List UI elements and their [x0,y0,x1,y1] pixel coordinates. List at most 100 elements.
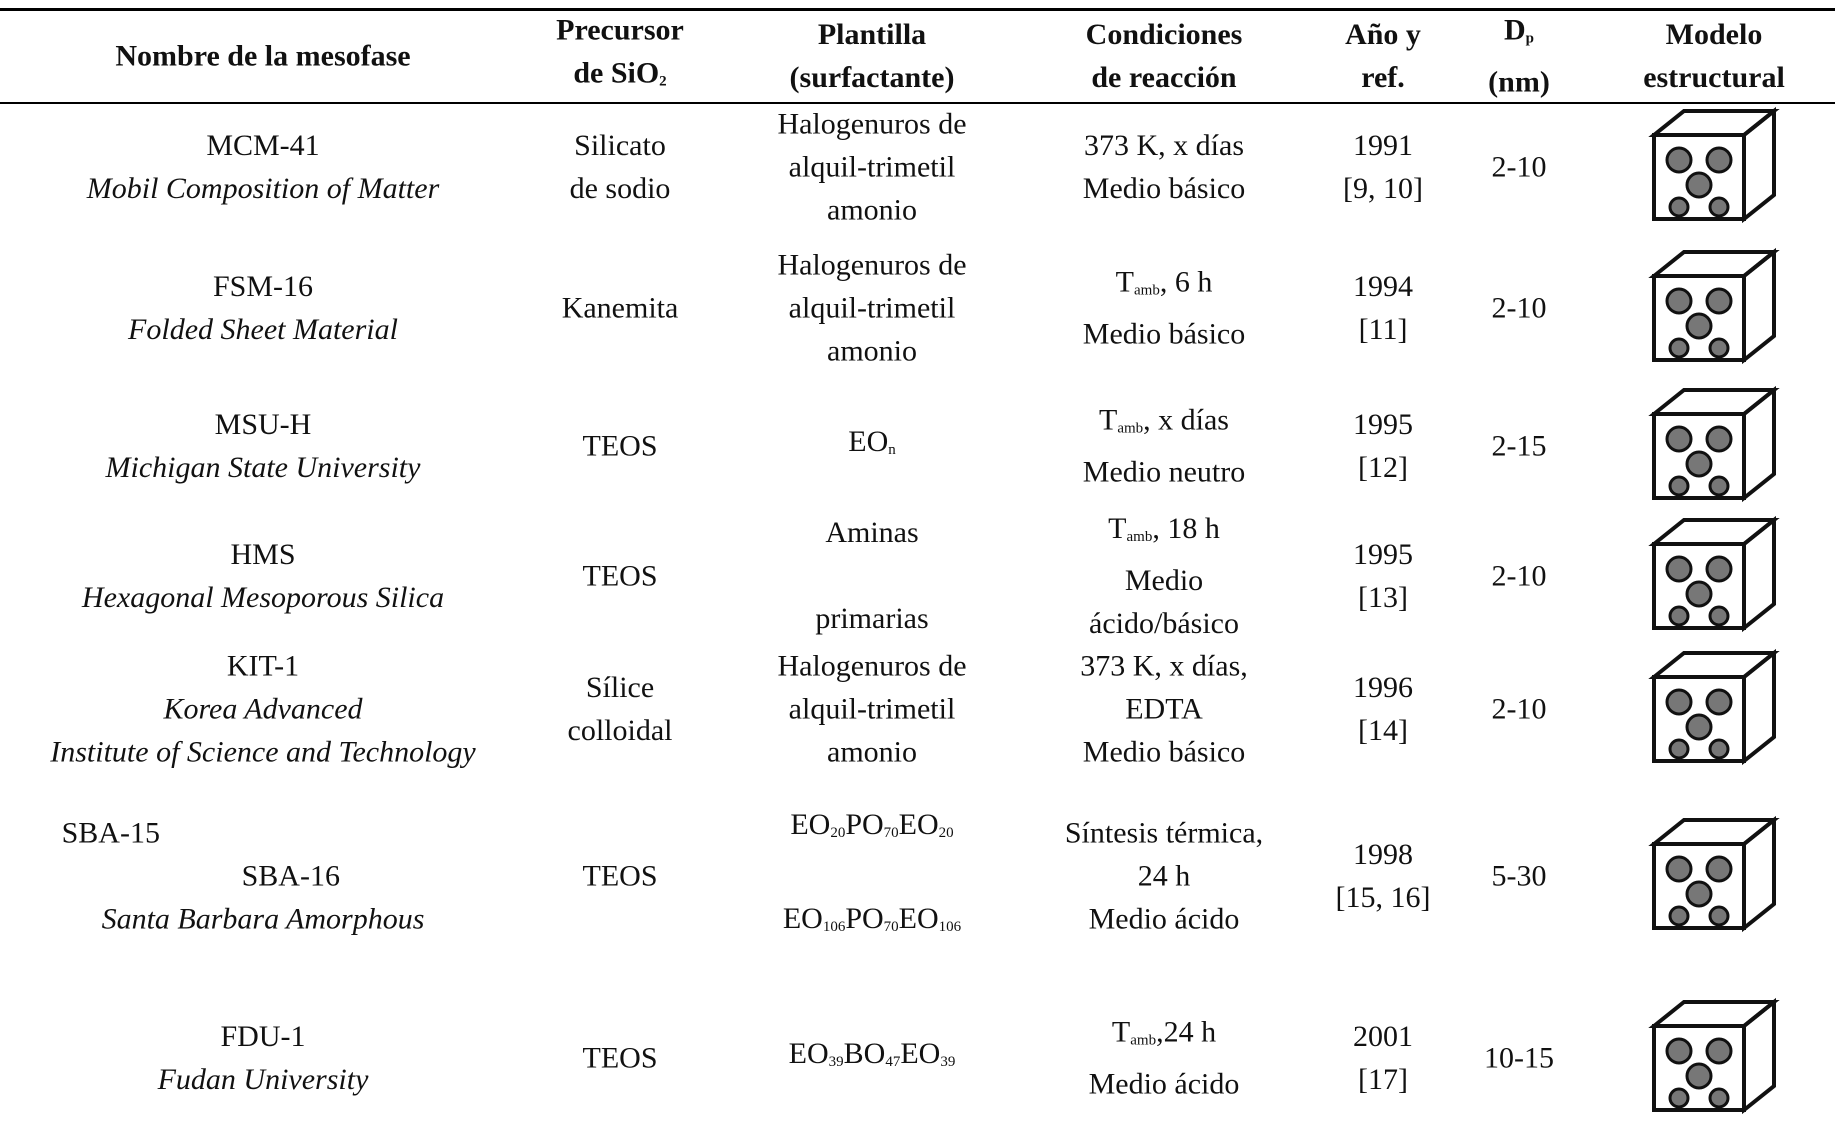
dp-cell: 2-10 [1492,146,1547,189]
cell-line: Nombre de la mesofase [115,35,410,78]
cell-line: Halogenuros de [777,103,966,146]
text-run: TEOS [582,859,658,893]
cell-line: 2-10 [1492,688,1547,731]
subscript: 106 [822,919,846,935]
text-run: Precursor [556,13,684,47]
text-run: de SiO [573,56,660,90]
cell-line: TEOS [583,555,658,598]
cell-line: de reacción [1086,56,1243,99]
template-cell: Halogenuros de alquil-trimetil amonio [777,645,966,774]
cell-line: 2-10 [1492,555,1547,598]
cell-line: [9, 10] [1343,167,1423,210]
text-run: de sodio [569,172,671,205]
year-cell: 1995 [13] [1353,533,1413,619]
text-run: Medio básico [1082,735,1246,769]
text-run: Santa Barbara Amorphous [101,902,425,936]
text-run: ref. [1361,61,1405,94]
text-run: Silicato [574,129,666,162]
cell-line: EO106PO70EO106 [783,876,961,970]
cell-line: Silicato [570,124,671,167]
text-run: Medio ácido [1088,902,1240,936]
cell-line: Halogenuros de [777,244,966,287]
text-run: Fudan University [157,1063,369,1096]
cell-line: Sílice [568,666,673,709]
cell-line: Aminas [815,490,928,576]
cell-line: colloidal [568,709,673,752]
structure-icon [1648,247,1780,365]
cell-line: 373 K, x días, [1080,645,1248,688]
structure-icon [1648,106,1780,224]
subscript: 20 [938,825,954,841]
text-run: Nombre de la mesofase [115,39,411,73]
header-cell: Condiciones de reacción [1086,13,1243,99]
mesophase-name: FSM-16 Folded Sheet Material [128,265,398,351]
text-run: Sílice [585,671,655,704]
cell-line: Medio básico [1083,313,1245,356]
cell-line: Institute of Science and Technology [50,731,475,774]
text-run: Mobil Composition of Matter [86,172,440,205]
text-run: 2-10 [1491,150,1547,184]
structure-icon [1648,997,1780,1115]
cell-line: Mobil Composition of Matter [87,167,440,210]
subscript: 70 [883,825,899,841]
text-run: 373 K, x días, [1080,649,1248,683]
header-cell: Año y ref. [1345,13,1421,99]
cell-line: 1994 [1353,265,1413,308]
cell-line: 1998 [1336,833,1431,876]
text-run: Modelo [1665,18,1763,51]
text-run: SBA-15 [61,816,160,850]
text-run: 10-15 [1484,1041,1554,1075]
text-run: de reacción [1091,61,1237,94]
cell-line: EDTA [1080,688,1248,731]
cell-line: alquil-trimetil [777,287,966,330]
text-run: 2-10 [1491,559,1547,593]
text-run: 1994 [1353,270,1413,303]
dp-cell: 5-30 [1492,855,1547,898]
text-run: [13] [1358,581,1408,614]
cell-line: Plantilla [790,13,955,56]
cell-line: MCM-41 [87,124,440,167]
text-run: Korea Advanced [163,692,363,726]
conditions-cell: Tamb, x días Medio neutro [1083,399,1245,494]
cell-line: FSM-16 [128,265,398,308]
subscript: amb [1117,420,1144,437]
text-run: Aminas [825,516,919,549]
year-cell: 2001 [17] [1353,1015,1413,1101]
subscript: 47 [885,1054,901,1070]
cell-line: de SiO2 [556,52,684,104]
text-run: Kanemita [561,291,679,325]
cell-line: [11] [1353,308,1413,351]
template-cell: Halogenuros de alquil-trimetil amonio [777,244,966,373]
text-run: amonio [827,334,917,368]
template-cell: EO20PO70EO20 EO106PO70EO106 [783,782,961,970]
cell-line: 1991 [1343,124,1423,167]
conditions-cell: Tamb,24 h Medio ácido [1089,1011,1240,1106]
cell-line: Condiciones [1086,13,1243,56]
text-run: PO [845,902,884,935]
template-cell: EOn [848,420,896,472]
mesophase-name: FDU-1 Fudan University [158,1015,369,1101]
cell-line: EO39BO47EO39 [789,1032,956,1084]
text-run: TEOS [582,1041,658,1075]
text-run: EO [788,1037,829,1070]
subscript: amb [1130,1032,1157,1049]
text-run: D [1503,13,1526,47]
cell-line: Santa Barbara Amorphous [102,898,425,941]
text-run: Folded Sheet Material [128,313,398,346]
cell-line: 10-15 [1484,1037,1554,1080]
precursor-cell: Silicato de sodio [570,124,671,210]
text-run: , 18 h [1152,512,1220,545]
header-cell: Dp (nm) [1488,9,1550,104]
text-run: Institute of Science and Technology [50,735,476,769]
template-cell: Aminas primarias [815,490,928,662]
text-run: [17] [1358,1063,1408,1096]
text-run: SBA-16 [241,859,340,893]
text-run: Halogenuros de [777,248,967,282]
text-run: Medio [1124,564,1204,597]
dp-cell: 2-15 [1492,425,1547,468]
subscript: 39 [828,1054,844,1070]
mesophase-name: HMS Hexagonal Mesoporous Silica [82,533,444,619]
cell-line: Folded Sheet Material [128,308,398,351]
subscript: 70 [883,919,899,935]
cell-line: HMS [82,533,444,576]
